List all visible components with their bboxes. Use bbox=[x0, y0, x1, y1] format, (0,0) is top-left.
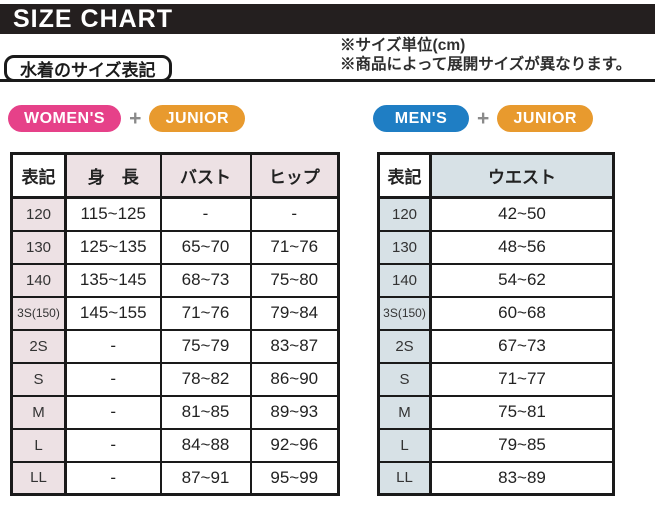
measurement-cell: 60~68 bbox=[429, 295, 615, 331]
junior-badge: JUNIOR bbox=[497, 105, 594, 132]
table-row: 120 42~50 bbox=[377, 196, 615, 232]
table-row: M 75~81 bbox=[377, 394, 615, 430]
measurement-cell: 83~89 bbox=[429, 460, 615, 496]
measurement-cell: 65~70 bbox=[159, 229, 252, 265]
column-header: バスト bbox=[159, 152, 252, 199]
size-code-cell: M bbox=[10, 394, 67, 430]
measurement-cell: 48~56 bbox=[429, 229, 615, 265]
table-row: LL -87~91 95~99 bbox=[10, 460, 340, 496]
column-header: ヒップ bbox=[249, 152, 340, 199]
page-title-bar: SIZE CHART bbox=[0, 4, 655, 34]
womens-badge-group: WOMEN'S + JUNIOR bbox=[8, 105, 246, 132]
measurement-cell: 125~135 bbox=[64, 229, 162, 265]
measurement-cell: 89~93 bbox=[249, 394, 340, 430]
table-row: M -81~85 89~93 bbox=[10, 394, 340, 430]
measurement-cell: 67~73 bbox=[429, 328, 615, 364]
table-row: LL 83~89 bbox=[377, 460, 615, 496]
measurement-cell: 75~79 bbox=[159, 328, 252, 364]
measurement-cell: 75~80 bbox=[249, 262, 340, 298]
header-row: 表記 ウエスト bbox=[377, 152, 615, 199]
measurement-cell: 135~145 bbox=[64, 262, 162, 298]
womens-size-table: 表記身 長バスト ヒップ 120 115~125- -130 125~135 65~70 71… bbox=[10, 152, 340, 496]
measurement-cell: - bbox=[64, 394, 162, 430]
mens-badge-group: MEN'S + JUNIOR bbox=[373, 105, 594, 132]
header-row: 表記身 長バスト ヒップ bbox=[10, 152, 340, 199]
measurement-cell: 54~62 bbox=[429, 262, 615, 298]
measurement-cell: - bbox=[64, 361, 162, 397]
measurement-cell: 79~85 bbox=[429, 427, 615, 463]
size-code-cell: 130 bbox=[10, 229, 67, 265]
table-row: 140 135~145 68~73 75~80 bbox=[10, 262, 340, 298]
measurement-cell: 79~84 bbox=[249, 295, 340, 331]
size-code-cell: 120 bbox=[377, 196, 432, 232]
table-row: S 71~77 bbox=[377, 361, 615, 397]
note-unit: ※サイズ単位(cm) bbox=[340, 37, 466, 54]
measurement-cell: 83~87 bbox=[249, 328, 340, 364]
plus-sign: + bbox=[129, 106, 142, 130]
measurement-cell: 71~76 bbox=[249, 229, 340, 265]
size-code-cell: 3S(150) bbox=[377, 295, 432, 331]
measurement-cell: 81~85 bbox=[159, 394, 252, 430]
measurement-cell: 71~77 bbox=[429, 361, 615, 397]
table-row: 3S(150) 60~68 bbox=[377, 295, 615, 331]
mens-size-table: 表記 ウエスト 120 42~50 130 48~56 140 54~62 3S(150) 60~… bbox=[377, 152, 615, 496]
size-notes: ※サイズ単位(cm) ※商品によって展開サイズが異なります。 bbox=[340, 37, 655, 75]
size-code-cell: 2S bbox=[10, 328, 67, 364]
column-header: 表記 bbox=[377, 152, 432, 199]
size-code-cell: 140 bbox=[10, 262, 67, 298]
womens-badge: WOMEN'S bbox=[8, 105, 122, 132]
measurement-cell: - bbox=[249, 196, 340, 232]
plus-sign: + bbox=[477, 106, 490, 130]
measurement-cell: - bbox=[64, 460, 162, 496]
measurement-cell: 145~155 bbox=[64, 295, 162, 331]
column-header: ウエスト bbox=[429, 152, 615, 199]
measurement-cell: 95~99 bbox=[249, 460, 340, 496]
size-code-cell: 3S(150) bbox=[10, 295, 67, 331]
mens-badge: MEN'S bbox=[373, 105, 469, 132]
size-code-cell: LL bbox=[377, 460, 432, 496]
table-row: 3S(150) 145~155 71~76 79~84 bbox=[10, 295, 340, 331]
measurement-cell: - bbox=[64, 427, 162, 463]
table-row: 2S 67~73 bbox=[377, 328, 615, 364]
size-code-cell: S bbox=[377, 361, 432, 397]
size-code-cell: S bbox=[10, 361, 67, 397]
size-code-cell: 140 bbox=[377, 262, 432, 298]
measurement-cell: 84~88 bbox=[159, 427, 252, 463]
measurement-cell: 87~91 bbox=[159, 460, 252, 496]
measurement-cell: 115~125 bbox=[64, 196, 162, 232]
note-availability: ※商品によって展開サイズが異なります。 bbox=[340, 55, 632, 73]
page-title: SIZE CHART bbox=[13, 4, 173, 33]
table-row: 120 115~125- - bbox=[10, 196, 340, 232]
size-code-cell: LL bbox=[10, 460, 67, 496]
measurement-cell: 86~90 bbox=[249, 361, 340, 397]
measurement-cell: - bbox=[64, 328, 162, 364]
measurement-cell: 75~81 bbox=[429, 394, 615, 430]
table-row: 2S -75~79 83~87 bbox=[10, 328, 340, 364]
section-label: 水着のサイズ表記 bbox=[4, 55, 172, 82]
column-header: 表記 bbox=[10, 152, 67, 199]
size-code-cell: 120 bbox=[10, 196, 67, 232]
table-row: L -84~88 92~96 bbox=[10, 427, 340, 463]
size-code-cell: L bbox=[10, 427, 67, 463]
measurement-cell: 92~96 bbox=[249, 427, 340, 463]
section-label-text: 水着のサイズ表記 bbox=[20, 61, 156, 80]
size-code-cell: 2S bbox=[377, 328, 432, 364]
size-code-cell: L bbox=[377, 427, 432, 463]
table-row: 130 48~56 bbox=[377, 229, 615, 265]
measurement-cell: 71~76 bbox=[159, 295, 252, 331]
column-header: 身 長 bbox=[64, 152, 162, 199]
measurement-cell: 42~50 bbox=[429, 196, 615, 232]
junior-badge: JUNIOR bbox=[149, 105, 246, 132]
table-row: 130 125~135 65~70 71~76 bbox=[10, 229, 340, 265]
measurement-cell: 68~73 bbox=[159, 262, 252, 298]
size-code-cell: M bbox=[377, 394, 432, 430]
table-row: L 79~85 bbox=[377, 427, 615, 463]
measurement-cell: - bbox=[159, 196, 252, 232]
table-row: S -78~82 86~90 bbox=[10, 361, 340, 397]
measurement-cell: 78~82 bbox=[159, 361, 252, 397]
table-row: 140 54~62 bbox=[377, 262, 615, 298]
section-divider bbox=[0, 79, 655, 82]
size-code-cell: 130 bbox=[377, 229, 432, 265]
